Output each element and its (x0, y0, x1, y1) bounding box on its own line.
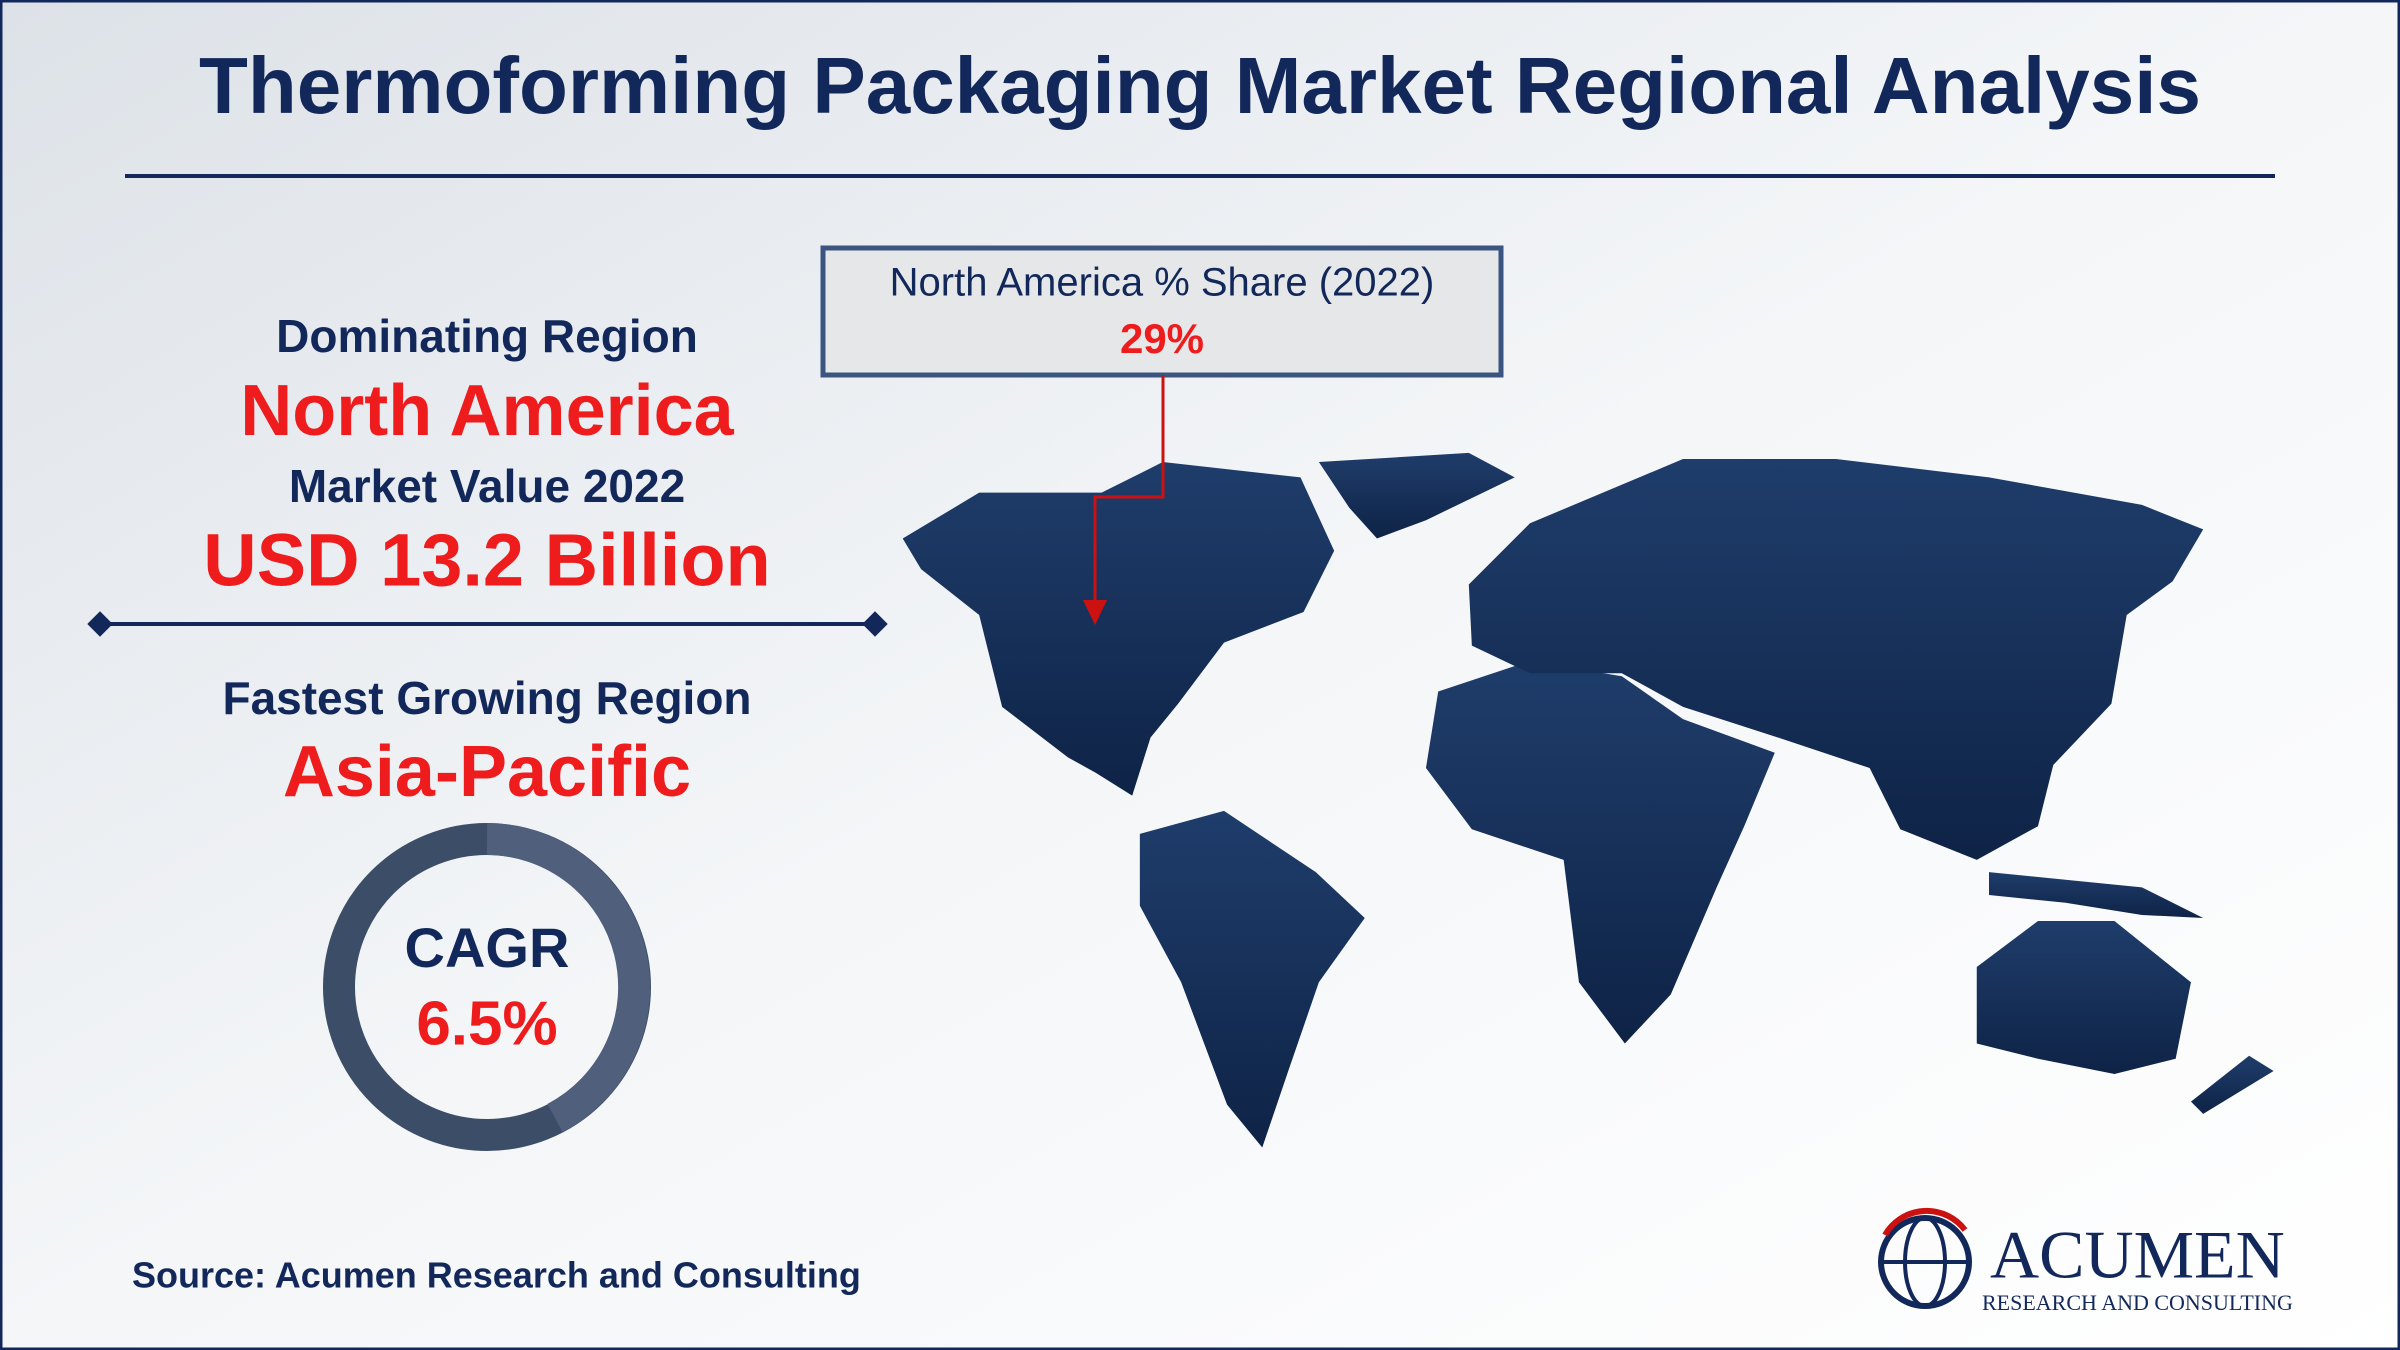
divider-diamond (87, 611, 113, 637)
eurasia (1468, 459, 2204, 860)
southeast-asia (1989, 872, 2204, 918)
logo-swoosh (1882, 1207, 1968, 1237)
donut-segment (486, 823, 651, 1133)
logo-name: ACUMEN (1990, 1217, 2285, 1293)
cagr-label: CAGR (405, 916, 570, 979)
australia (1976, 921, 2191, 1075)
market-value-heading: Market Value 2022 (289, 460, 685, 512)
cagr-value: 6.5% (416, 989, 557, 1058)
callout-arrowhead (1083, 600, 1107, 625)
callout-value: 29% (1120, 315, 1204, 362)
dominating-region: North America (240, 371, 734, 451)
new-zealand (2190, 1055, 2274, 1114)
north-america (902, 462, 1335, 796)
title: Thermoforming Packaging Market Regional … (199, 41, 2201, 130)
fastest-region: Asia-Pacific (283, 732, 691, 812)
logo: ACUMEN RESEARCH AND CONSULTING (1878, 1207, 2293, 1315)
logo-tagline: RESEARCH AND CONSULTING (1982, 1290, 2293, 1315)
greenland (1318, 452, 1515, 539)
market-value: USD 13.2 Billion (203, 519, 770, 602)
world-map (902, 452, 2274, 1148)
callout-title: North America % Share (2022) (890, 261, 1435, 305)
callout-arrow (1093, 375, 1165, 610)
source: Source: Acumen Research and Consulting (132, 1255, 861, 1296)
fastest-heading: Fastest Growing Region (222, 672, 751, 724)
dominating-heading: Dominating Region (276, 310, 698, 362)
africa (1425, 660, 1775, 1044)
south-america (1139, 810, 1365, 1148)
divider-diamond (862, 611, 888, 637)
